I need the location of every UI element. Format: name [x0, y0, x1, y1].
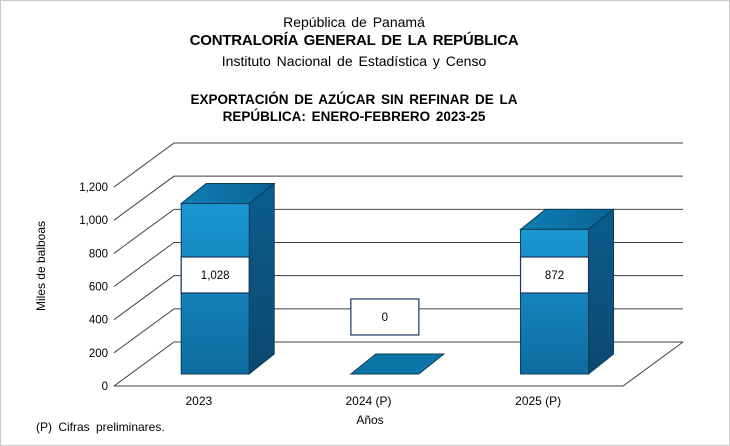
y-axis-title: Miles de balboas [34, 221, 48, 311]
gridline [113, 308, 683, 354]
data-label-box [180, 256, 250, 294]
gridline [113, 242, 683, 287]
gridline [113, 208, 683, 254]
gridline [113, 275, 683, 321]
x-category-label: 2024 (P) [345, 394, 391, 408]
bar-front-face [520, 228, 590, 375]
data-label-box [519, 256, 590, 294]
bar-side-face [248, 182, 275, 376]
bar-zero-slab [349, 353, 446, 375]
footnote-preliminary: (P) Cifras preliminares. [36, 420, 165, 434]
gridline [113, 175, 683, 221]
y-tick-label: 1,000 [79, 215, 108, 227]
data-labels: 1,028 0 872 [180, 256, 590, 336]
y-tick-label: 600 [89, 282, 108, 294]
org-name-line: CONTRALORÍA GENERAL DE LA REPÚBLICA [189, 32, 519, 49]
gridlines [113, 142, 683, 387]
y-tick-label: 400 [89, 315, 108, 327]
chart-title-line1: EXPORTACIÓN DE AZÚCAR SIN REFINAR DE LA [190, 92, 518, 107]
y-tick-label: 800 [89, 248, 108, 260]
org-country-line: República de Panamá [283, 14, 425, 30]
x-category-label: 2023 [185, 394, 212, 408]
data-label-box [350, 298, 420, 336]
data-label-value: 0 [382, 312, 388, 324]
data-label-value: 1,028 [201, 270, 230, 282]
org-institute-line: Instituto Nacional de Estadística y Cens… [221, 53, 487, 69]
bar-2025P [519, 208, 615, 376]
chart-title-line2: REPÚBLICA: ENERO-FEBRERO 2023-25 [222, 109, 486, 124]
data-label-value: 872 [545, 270, 564, 282]
y-tick-label: 0 [102, 381, 108, 393]
bar-2024P [349, 353, 446, 375]
y-tick-label: 200 [89, 348, 108, 360]
y-tick-label: 1,200 [79, 182, 108, 194]
gridline [113, 142, 683, 188]
x-axis-title: Años [356, 413, 383, 427]
x-category-label: 2025 (P) [515, 394, 561, 408]
bar-side-face [588, 208, 615, 376]
axis-labels: 0 200 400 600 800 1,000 1,200 2023 2024 (P) 2025 … [79, 182, 561, 408]
